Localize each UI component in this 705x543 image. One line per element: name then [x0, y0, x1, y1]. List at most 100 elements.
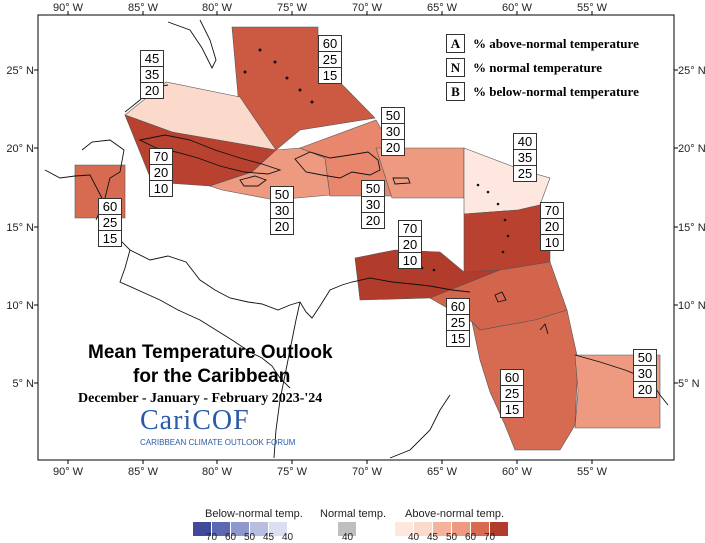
colorbar-below-tick: 60: [225, 532, 237, 543]
prob-below: 20: [385, 140, 401, 155]
axis-ticks: [34, 11, 678, 464]
prob-below: 25: [517, 166, 533, 181]
prob-below: 20: [637, 382, 653, 397]
colorbar-below-swatch: [269, 522, 287, 536]
prob-box-belize: 60 25 15: [98, 198, 122, 247]
colorbar-above-swatch: [414, 522, 432, 536]
title-period: December - January - February 2023-'24: [78, 391, 323, 406]
prob-below: 20: [274, 219, 290, 234]
prob-box-leeward-north: 40 35 25: [513, 133, 537, 182]
prob-above: 50: [382, 108, 404, 124]
colorbar-below-swatch: [193, 522, 211, 536]
prob-normal: 30: [271, 203, 293, 219]
prob-normal: 20: [399, 237, 421, 253]
bottom-x-tick-label: 65° W: [427, 466, 458, 478]
prob-normal: 20: [541, 219, 563, 235]
top-x-tick-label: 70° W: [352, 2, 383, 14]
bottom-x-tick-label: 80° W: [202, 466, 233, 478]
right-y-tick-label: 5° N: [678, 378, 700, 390]
region-guyana: [471, 309, 579, 451]
prob-above: 60: [319, 36, 341, 52]
colorbar-normal-swatch: [338, 522, 356, 536]
colorbar-normal-title: Normal temp.: [320, 508, 387, 520]
top-x-tick-label: 85° W: [128, 2, 159, 14]
prob-box-trinidad: 60 25 15: [446, 298, 470, 347]
top-x-tick-label: 60° W: [502, 2, 533, 14]
right-y-tick-label: 25° N: [678, 65, 705, 77]
region-windward: [463, 204, 551, 273]
right-y-tick-label: 10° N: [678, 300, 705, 312]
prob-box-suriname-french-guiana: 50 30 20: [633, 349, 657, 398]
right-y-tick-label: 20° N: [678, 143, 705, 155]
colorbar-below-tick: 45: [263, 532, 275, 543]
prob-above: 50: [271, 187, 293, 203]
colorbar-above-swatch: [395, 522, 413, 536]
prob-above: 60: [501, 370, 523, 386]
top-x-tick-label: 80° W: [202, 2, 233, 14]
prob-below: 20: [144, 83, 160, 98]
prob-below: 10: [402, 253, 418, 268]
top-x-tick-label: 75° W: [277, 2, 308, 14]
prob-normal: 30: [382, 124, 404, 140]
prob-above: 70: [150, 149, 172, 165]
colorbar-below-swatch: [250, 522, 268, 536]
key-letter-n: N: [446, 58, 465, 77]
top-x-tick-label: 65° W: [427, 2, 458, 14]
prob-normal: 30: [362, 197, 384, 213]
prob-box-windward: 70 20 10: [540, 202, 564, 251]
prob-above: 60: [99, 199, 121, 215]
title-line2: for the Caribbean: [133, 366, 291, 387]
prob-normal: 25: [99, 215, 121, 231]
left-y-tick-label: 15° N: [6, 222, 34, 234]
colorbar-below-tick: 70: [206, 532, 218, 543]
prob-normal: 35: [514, 150, 536, 166]
colorbar-normal-tick: 40: [342, 532, 354, 543]
title-line1: Mean Temperature Outlook: [88, 342, 333, 363]
colorbar-above-tick: 70: [484, 532, 496, 543]
prob-box-puerto-rico: 50 30 20: [381, 107, 405, 156]
bottom-x-tick-label: 70° W: [352, 466, 383, 478]
prob-normal: 20: [150, 165, 172, 181]
colorbar-above-tick: 40: [408, 532, 420, 543]
bottom-x-tick-label: 55° W: [577, 466, 608, 478]
prob-below: 10: [544, 235, 560, 250]
colorbar-above-tick: 45: [427, 532, 439, 543]
prob-normal: 30: [634, 366, 656, 382]
prob-above: 60: [447, 299, 469, 315]
prob-normal: 25: [501, 386, 523, 402]
colorbar-below-title: Below-normal temp.: [205, 508, 303, 520]
top-x-tick-label: 90° W: [53, 2, 84, 14]
key-letter-a: A: [446, 34, 465, 53]
prob-above: 40: [514, 134, 536, 150]
bottom-x-tick-label: 85° W: [128, 466, 159, 478]
caricof-logo: CariCOF: [140, 405, 250, 436]
colorbar-below-tick: 40: [282, 532, 294, 543]
prob-box-bahamas: 60 25 15: [318, 35, 342, 84]
key-normal: N % normal temperature: [446, 58, 602, 77]
prob-box-abc-islands: 70 20 10: [398, 220, 422, 269]
prob-above: 45: [141, 51, 163, 67]
prob-above: 50: [362, 181, 384, 197]
right-y-tick-label: 15° N: [678, 222, 705, 234]
caricof-subtitle: CARIBBEAN CLIMATE OUTLOOK FORUM: [140, 438, 296, 447]
colorbar-above-swatch: [490, 522, 508, 536]
prob-above: 70: [399, 221, 421, 237]
prob-below: 15: [102, 231, 118, 246]
key-above: A % above-normal temperature: [446, 34, 639, 53]
bottom-x-tick-label: 60° W: [502, 466, 533, 478]
key-below: B % below-normal temperature: [446, 82, 639, 101]
colorbar-below-swatch: [212, 522, 230, 536]
prob-normal: 25: [319, 52, 341, 68]
bottom-x-tick-label: 75° W: [277, 466, 308, 478]
prob-box-hispaniola-east: 50 30 20: [361, 180, 385, 229]
colorbar-above-swatch: [452, 522, 470, 536]
colorbar-below-swatch: [231, 522, 249, 536]
prob-box-cuba-south-cayman: 70 20 10: [149, 148, 173, 197]
key-text-normal: % normal temperature: [473, 60, 603, 75]
left-y-tick-label: 25° N: [6, 65, 34, 77]
prob-box-jamaica-hispaniola-west: 50 30 20: [270, 186, 294, 235]
key-text-above: % above-normal temperature: [473, 36, 639, 51]
prob-below: 10: [153, 181, 169, 196]
bottom-x-tick-label: 90° W: [53, 466, 84, 478]
